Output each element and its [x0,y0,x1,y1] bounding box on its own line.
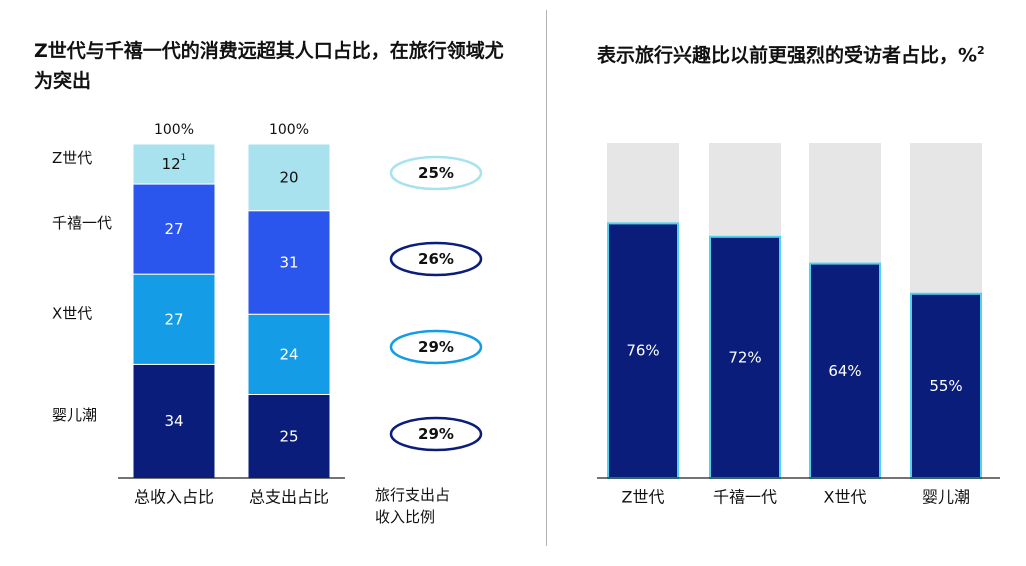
ring-value-label: 29% [418,425,454,443]
panel-divider [546,10,547,546]
bar-millennials [709,235,781,479]
legend-label-boomers: 婴儿潮 [52,406,97,424]
ring-value-label: 25% [418,164,454,182]
bar-value-label: 72% [728,348,761,366]
x-axis-tick-label: X世代 [824,488,867,507]
ring-value-label: 26% [418,250,454,268]
legend-label-millennials: 千禧一代 [52,214,112,232]
stacked-segment-millennials-1 [132,183,216,275]
bar-gen-z [607,222,679,479]
legend-label-gen-z: Z世代 [52,149,92,167]
segment-value-label: 27 [164,220,183,238]
x-axis-tick-label: Z世代 [622,488,665,507]
stacked-segment-gen-x-1 [132,273,216,365]
stacked-segment-boomers-1 [132,363,216,479]
ring-column-label: 旅行支出占 [375,486,450,504]
ring-badge-millennials [389,241,483,277]
right-chart-title: 表示旅行兴趣比以前更强烈的受访者占比，%2 [597,36,1007,70]
x-axis-tick-label: 千禧一代 [713,488,777,507]
left-chart-title: Z世代与千禧一代的消费远超其人口占比，在旅行领域尤为突出 [34,40,504,92]
x-axis-tick-label: 婴儿潮 [922,488,970,507]
stacked-segment-boomers-2 [247,394,331,479]
stack-total-label: 100% [269,122,309,138]
bar-value-label: 55% [929,377,962,395]
stacked-segment-gen-z-1 [132,143,216,185]
segment-value-label: 34 [164,412,183,430]
x-axis-tick-label: 总收入占比 [134,488,214,507]
ring-badge-gen-z [389,155,483,191]
ring-value-label: 29% [418,338,454,356]
ring-badge-boomers [389,416,483,452]
ring-column-label-line2: 收入比例 [375,508,435,526]
right-chart-title-text: 表示旅行兴趣比以前更强烈的受访者占比，% [597,44,978,67]
segment-value-label: 20 [279,168,298,186]
x-axis-tick-label: 总支出占比 [249,488,329,507]
ring-badge-gen-x [389,329,483,365]
segment-value-label: 31 [279,254,298,272]
bar-boomers [910,292,982,479]
segment-value-label: 27 [164,310,183,328]
right-chart-title-footnote: 2 [977,44,985,57]
stack-total-label: 100% [154,122,194,138]
segment-value-label: 121 [162,153,187,173]
stacked-segment-gen-z-2 [247,143,331,212]
bar-value-label: 76% [626,342,659,360]
bar-value-label: 64% [828,362,861,380]
legend-label-gen-x: X世代 [52,304,92,322]
bar-gen-x [809,262,881,479]
segment-value-label: 24 [279,345,298,363]
segment-value-label: 25 [279,427,298,445]
